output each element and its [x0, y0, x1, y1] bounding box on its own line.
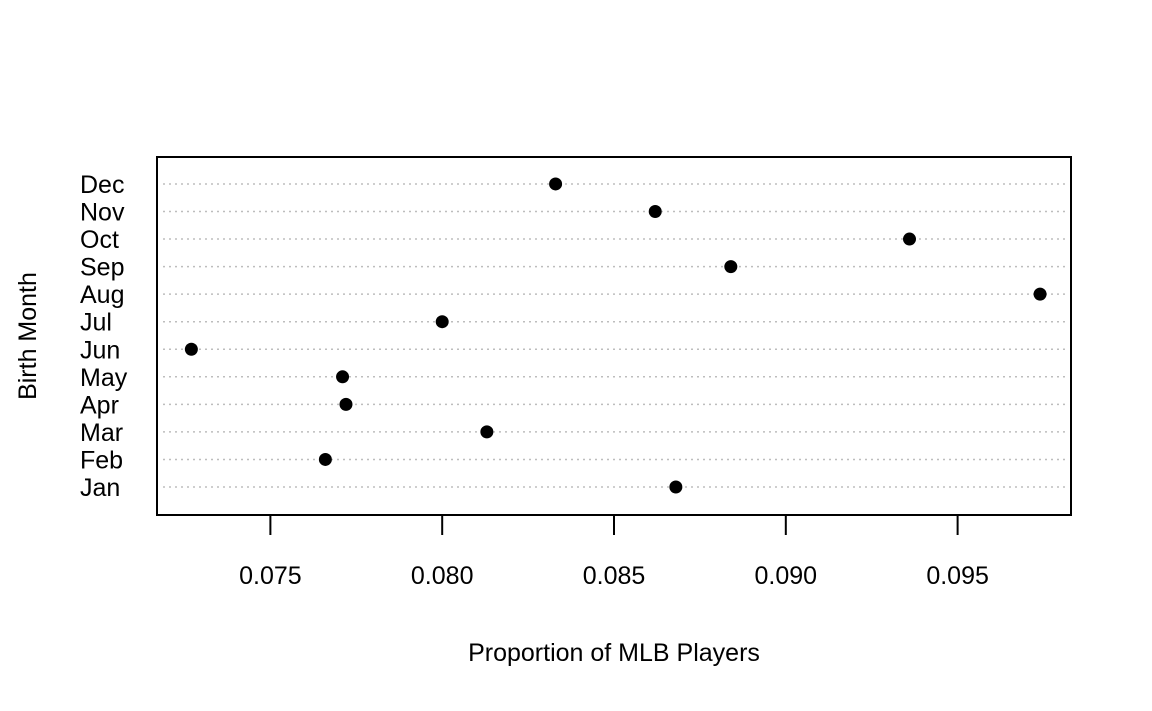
point-sep: [724, 260, 738, 274]
x-tick-label: 0.085: [583, 562, 646, 590]
x-axis: 0.075 0.080 0.085 0.090 0.095: [239, 515, 989, 590]
point-jun: [184, 342, 198, 356]
point-dec: [549, 177, 563, 191]
category-label-oct: Oct: [80, 226, 119, 254]
point-nov: [648, 205, 662, 218]
x-tick-label: 0.095: [926, 562, 989, 590]
point-may: [336, 370, 350, 384]
category-label-feb: Feb: [80, 446, 123, 474]
point-jul: [435, 315, 449, 329]
category-label-jun: Jun: [80, 336, 120, 364]
x-axis-label: Proportion of MLB Players: [468, 639, 760, 667]
category-label-jul: Jul: [80, 309, 112, 337]
category-label-jan: Jan: [80, 474, 120, 502]
guide-lines: [163, 183, 1065, 488]
category-label-apr: Apr: [80, 391, 119, 419]
point-oct: [903, 232, 917, 246]
category-label-sep: Sep: [80, 254, 124, 282]
x-tick-label: 0.075: [239, 562, 302, 590]
category-label-nov: Nov: [80, 199, 125, 227]
plot-frame: [156, 156, 1072, 516]
point-apr: [339, 397, 353, 411]
category-label-aug: Aug: [80, 281, 124, 309]
category-label-dec: Dec: [80, 171, 124, 199]
category-label-mar: Mar: [80, 419, 123, 447]
x-tick-label: 0.080: [411, 562, 474, 590]
data-points: [184, 177, 1047, 494]
category-label-may: May: [80, 364, 128, 392]
y-axis-label: Birth Month: [14, 272, 42, 400]
point-jan: [669, 480, 683, 494]
point-feb: [318, 452, 332, 466]
point-mar: [480, 425, 494, 439]
x-tick-label: 0.090: [755, 562, 818, 590]
point-aug: [1033, 287, 1047, 301]
